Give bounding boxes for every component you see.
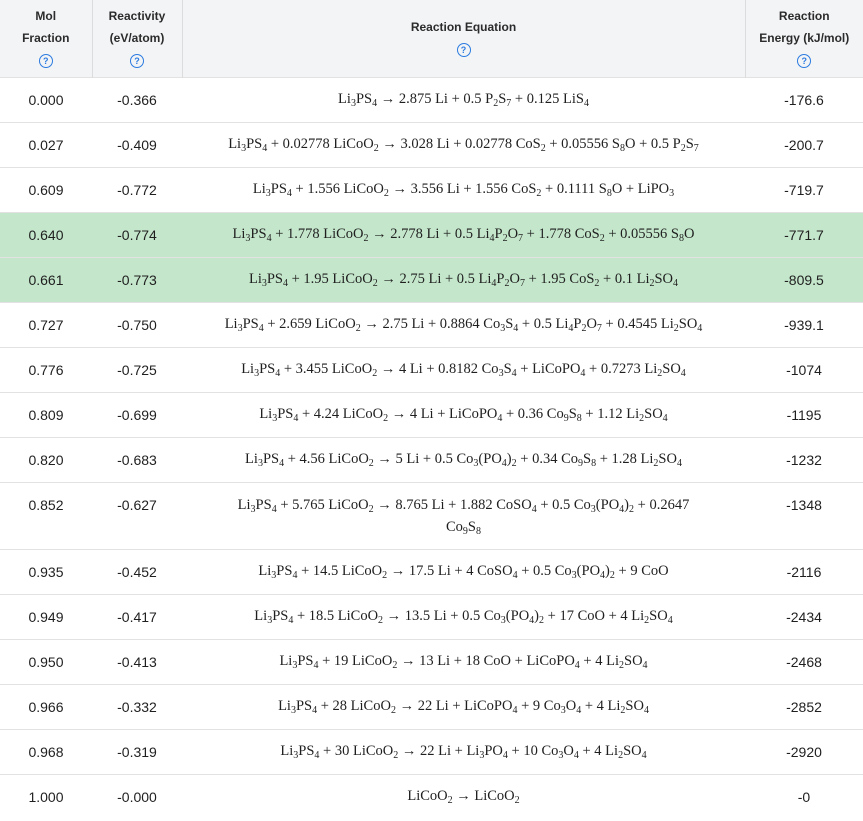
reaction-equation-cell: Li3PS4 + 28 LiCoO2 → 22 Li + LiCoPO4 + 9…	[278, 698, 649, 716]
header-label-line: Reactivity	[108, 9, 166, 24]
reaction-equation-cell: LiCoO2 → LiCoO2	[407, 788, 520, 807]
reactivity-cell: -0.452	[117, 563, 157, 580]
reactivity-cell: -0.683	[117, 451, 157, 468]
reaction-energy-cell: -0	[797, 788, 811, 805]
table-row[interactable]: 0.852 -0.627 Li3PS4 + 5.765 LiCoO2 → 8.765…	[0, 482, 863, 549]
mol-fraction-cell: 0.000	[28, 91, 64, 108]
mol-fraction-cell: 0.966	[28, 698, 64, 715]
reactivity-cell: -0.413	[117, 653, 157, 670]
mol-fraction-cell: 0.949	[28, 608, 64, 625]
mol-fraction-cell: 0.640	[0, 212, 92, 257]
mol-fraction-cell: 0.950	[28, 653, 64, 670]
reaction-energy-cell: -1195	[786, 406, 822, 423]
reactivity-cell: -0.750	[117, 316, 157, 333]
reaction-energy-cell: -2852	[786, 698, 822, 715]
reaction-energy-cell: -2116	[786, 563, 822, 580]
reactivity-cell: -0.725	[117, 361, 157, 378]
table-row[interactable]: 0.000 -0.366 Li3PS4 → 2.875 Li + 0.5 P2S7 …	[0, 77, 863, 122]
reaction-equation-cell: Li3PS4 + 3.455 LiCoO2 → 4 Li + 0.8182 Co…	[241, 361, 686, 379]
reactivity-cell: -0.772	[117, 181, 157, 198]
table-row[interactable]: 1.000 -0.000 LiCoO2 → LiCoO2 -0	[0, 774, 863, 819]
mol-fraction-cell: 0.820	[28, 451, 64, 468]
table-body: 0.000 -0.366 Li3PS4 → 2.875 Li + 0.5 P2S7 …	[0, 77, 863, 819]
reaction-energy-cell: -809.5	[745, 257, 863, 302]
mol-fraction-cell: 0.661	[0, 257, 92, 302]
header-mol-fraction[interactable]: Mol Fraction ?	[0, 0, 93, 77]
table-row[interactable]: 0.968 -0.319 Li3PS4 + 30 LiCoO2 → 22 Li + …	[0, 729, 863, 774]
mol-fraction-cell: 0.609	[28, 181, 64, 198]
table-row[interactable]: 0.809 -0.699 Li3PS4 + 4.24 LiCoO2 → 4 Li +…	[0, 392, 863, 437]
reaction-energy-cell: -1074	[786, 361, 822, 378]
reactivity-cell: -0.409	[117, 136, 157, 153]
table-row[interactable]: 0.949 -0.417 Li3PS4 + 18.5 LiCoO2 → 13.5 L…	[0, 594, 863, 639]
reaction-equation-cell: Li3PS4 + 0.02778 LiCoO2 → 3.028 Li + 0.0…	[228, 136, 699, 154]
reaction-equation-cell: Li3PS4 + 4.56 LiCoO2 → 5 Li + 0.5 Co3(PO…	[245, 451, 682, 469]
table-row[interactable]: 0.027 -0.409 Li3PS4 + 0.02778 LiCoO2 → 3.0…	[0, 122, 863, 167]
reaction-equation-cell: Li3PS4 + 18.5 LiCoO2 → 13.5 Li + 0.5 Co3…	[254, 608, 673, 626]
help-icon[interactable]: ?	[38, 54, 53, 69]
help-icon[interactable]: ?	[456, 43, 471, 58]
reactivity-cell: -0.774	[92, 212, 182, 257]
reactivity-cell: -0.699	[117, 406, 157, 423]
reaction-equation-cell: Li3PS4 + 30 LiCoO2 → 22 Li + Li3PO4 + 10…	[280, 743, 647, 761]
table-row[interactable]: 0.609 -0.772 Li3PS4 + 1.556 LiCoO2 → 3.556…	[0, 167, 863, 212]
table-row[interactable]: 0.820 -0.683 Li3PS4 + 4.56 LiCoO2 → 5 Li +…	[0, 437, 863, 482]
reactivity-cell: -0.366	[117, 91, 157, 108]
mol-fraction-cell: 0.935	[28, 563, 64, 580]
mol-fraction-cell: 0.727	[28, 316, 64, 333]
reaction-equation-cell: Li3PS4 + 19 LiCoO2 → 13 Li + 18 CoO + Li…	[279, 653, 648, 671]
reaction-equation-cell: Li3PS4 + 4.24 LiCoO2 → 4 Li + LiCoPO4 + …	[259, 406, 668, 424]
mol-fraction-cell: 0.968	[28, 743, 64, 760]
reaction-energy-cell: -939.1	[784, 316, 824, 333]
reactivity-cell: -0.332	[117, 698, 157, 715]
reaction-energy-cell: -200.7	[784, 136, 824, 153]
header-label-line: Fraction	[22, 31, 70, 46]
table-row[interactable]: 0.727 -0.750 Li3PS4 + 2.659 LiCoO2 → 2.75 …	[0, 302, 863, 347]
reaction-energy-cell: -176.6	[784, 91, 824, 108]
mol-fraction-cell: 0.027	[28, 136, 64, 153]
header-label-line: Mol	[35, 9, 57, 24]
header-label-line: Reaction	[778, 9, 830, 24]
table-row[interactable]: 0.661 -0.773 Li3PS4 + 1.95 LiCoO2 → 2.75 L…	[0, 257, 863, 302]
reaction-equation-cell: Li3PS4 + 1.95 LiCoO2 → 2.75 Li + 0.5 Li4…	[182, 257, 745, 302]
reactivity-cell: -0.319	[117, 743, 157, 760]
header-reaction-equation[interactable]: Reaction Equation ?	[182, 0, 746, 77]
reaction-equation-cell: Li3PS4 + 14.5 LiCoO2 → 17.5 Li + 4 CoSO4…	[258, 563, 669, 581]
reaction-energy-cell: -2468	[786, 653, 822, 670]
reaction-equation-cell: Li3PS4 → 2.875 Li + 0.5 P2S7 + 0.125 LiS…	[338, 91, 589, 109]
reaction-equation-cell: Li3PS4 + 1.778 LiCoO2 → 2.778 Li + 0.5 L…	[182, 212, 745, 257]
mol-fraction-cell: 0.809	[28, 406, 64, 423]
reactivity-cell: -0.773	[92, 257, 182, 302]
table-row[interactable]: 0.776 -0.725 Li3PS4 + 3.455 LiCoO2 → 4 Li …	[0, 347, 863, 392]
header-label-line: Energy (kJ/mol)	[759, 31, 850, 46]
header-label-line: (eV/atom)	[109, 31, 165, 46]
header-label-line: Reaction Equation	[410, 20, 517, 35]
header-reactivity[interactable]: Reactivity (eV/atom) ?	[92, 0, 183, 77]
reaction-energy-cell: -1348	[786, 496, 822, 513]
mol-fraction-cell: 0.776	[28, 361, 64, 378]
reactivity-cell: -0.417	[117, 608, 157, 625]
reaction-energy-cell: -1232	[786, 451, 822, 468]
reaction-energy-cell: -2434	[786, 608, 822, 625]
reaction-equation-cell: Li3PS4 + 2.659 LiCoO2 → 2.75 Li + 0.8864…	[224, 316, 703, 334]
reaction-equation-cell: Li3PS4 + 5.765 LiCoO2 → 8.765 Li + 1.882…	[237, 496, 690, 537]
table-row[interactable]: 0.935 -0.452 Li3PS4 + 14.5 LiCoO2 → 17.5 L…	[0, 549, 863, 594]
reaction-energy-cell: -2920	[786, 743, 822, 760]
reactivity-cell: -0.627	[117, 496, 157, 513]
reaction-energy-cell: -719.7	[784, 181, 824, 198]
help-icon[interactable]: ?	[130, 54, 144, 69]
reaction-equation-cell: Li3PS4 + 1.556 LiCoO2 → 3.556 Li + 1.556…	[252, 181, 675, 199]
table-row[interactable]: 0.950 -0.413 Li3PS4 + 19 LiCoO2 → 13 Li + …	[0, 639, 863, 684]
help-icon[interactable]: ?	[797, 54, 812, 69]
mol-fraction-cell: 1.000	[28, 788, 64, 805]
table-row[interactable]: 0.966 -0.332 Li3PS4 + 28 LiCoO2 → 22 Li + …	[0, 684, 863, 729]
reaction-energy-cell: -771.7	[745, 212, 863, 257]
reactivity-cell: -0.000	[117, 788, 157, 805]
table-row[interactable]: 0.640 -0.774 Li3PS4 + 1.778 LiCoO2 → 2.778…	[0, 212, 863, 257]
header-reaction-energy[interactable]: Reaction Energy (kJ/mol) ?	[745, 0, 863, 77]
table-header-row: Mol Fraction ? Reactivity (eV/atom) ? Re…	[0, 0, 863, 77]
mol-fraction-cell: 0.852	[28, 496, 64, 513]
